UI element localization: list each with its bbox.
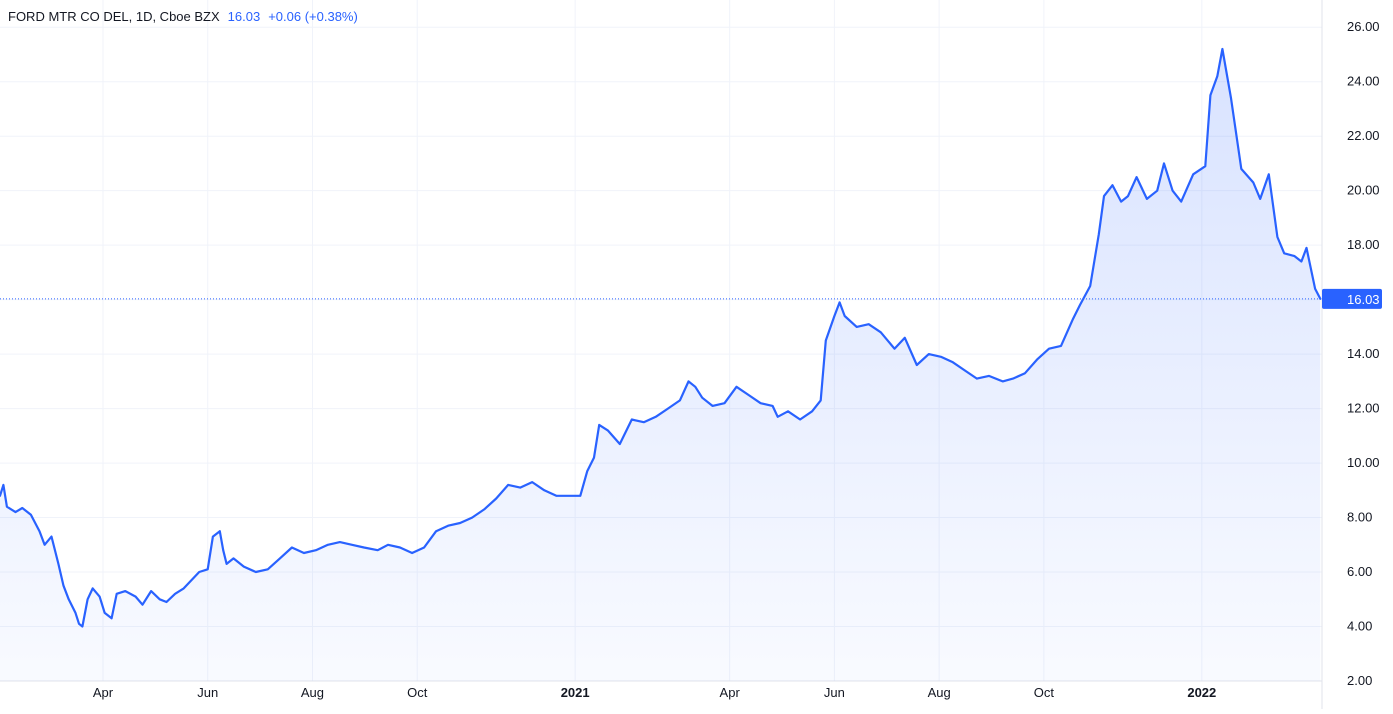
x-tick-label: Jun: [197, 685, 218, 700]
x-tick-label: Oct: [1034, 685, 1055, 700]
last-price-label: 16.03: [1347, 292, 1380, 307]
y-tick-label: 4.00: [1347, 619, 1372, 634]
x-tick-label: Apr: [93, 685, 114, 700]
legend-last-price: 16.03: [227, 9, 261, 24]
x-tick-label: Aug: [928, 685, 951, 700]
y-tick-label: 20.00: [1347, 183, 1380, 198]
y-tick-label: 18.00: [1347, 237, 1380, 252]
legend-change: +0.06 (+0.38%): [268, 9, 358, 24]
x-tick-label: Aug: [301, 685, 324, 700]
y-tick-label: 2.00: [1347, 673, 1372, 688]
y-tick-label: 6.00: [1347, 564, 1372, 579]
x-tick-label: 2022: [1187, 685, 1216, 700]
x-tick-label: Apr: [720, 685, 741, 700]
y-tick-label: 14.00: [1347, 346, 1380, 361]
legend-symbol: FORD MTR CO DEL, 1D, Cboe BZX: [8, 9, 220, 24]
y-tick-label: 8.00: [1347, 510, 1372, 525]
y-tick-label: 26.00: [1347, 19, 1380, 34]
chart-legend: FORD MTR CO DEL, 1D, Cboe BZX 16.03 +0.0…: [8, 9, 358, 24]
x-tick-label: 2021: [561, 685, 590, 700]
x-tick-label: Jun: [824, 685, 845, 700]
x-tick-label: Oct: [407, 685, 428, 700]
price-series-line[interactable]: [0, 47, 1322, 628]
price-area-fill: [0, 49, 1321, 681]
y-tick-label: 10.00: [1347, 455, 1380, 470]
last-price-badge: [1322, 288, 1382, 309]
y-tick-label: 24.00: [1347, 74, 1380, 89]
y-tick-label: 22.00: [1347, 128, 1380, 143]
y-tick-label: 12.00: [1347, 401, 1380, 416]
